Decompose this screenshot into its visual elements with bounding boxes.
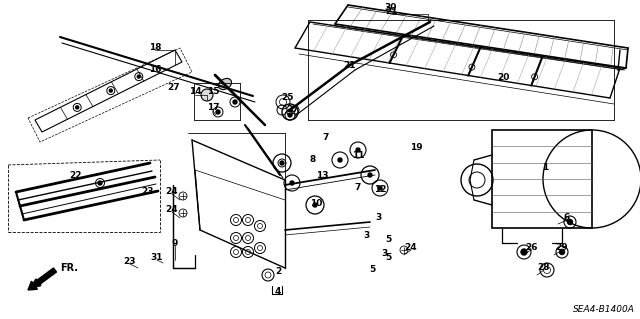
Circle shape xyxy=(338,158,342,162)
Text: SEA4-B1400A: SEA4-B1400A xyxy=(573,305,635,314)
Text: 26: 26 xyxy=(525,243,537,253)
Text: 4: 4 xyxy=(275,286,281,295)
Text: 11: 11 xyxy=(352,151,364,160)
FancyArrow shape xyxy=(28,268,56,290)
Text: 28: 28 xyxy=(538,263,550,272)
Text: 1: 1 xyxy=(542,164,548,173)
Text: 14: 14 xyxy=(189,87,202,97)
Circle shape xyxy=(76,106,79,109)
Circle shape xyxy=(313,203,317,207)
Text: 27: 27 xyxy=(168,84,180,93)
Bar xyxy=(492,130,592,228)
Circle shape xyxy=(109,89,112,92)
Text: 24: 24 xyxy=(166,205,179,214)
Text: 30: 30 xyxy=(385,4,397,12)
Circle shape xyxy=(138,75,140,78)
Text: 23: 23 xyxy=(124,257,136,266)
Text: 3: 3 xyxy=(363,231,369,240)
Circle shape xyxy=(201,89,213,101)
Circle shape xyxy=(216,110,220,114)
Text: 21: 21 xyxy=(344,61,356,70)
Text: 10: 10 xyxy=(310,199,322,209)
Text: 13: 13 xyxy=(316,170,328,180)
Text: 31: 31 xyxy=(151,254,163,263)
Circle shape xyxy=(233,100,237,104)
Text: 5: 5 xyxy=(385,235,391,244)
Text: 27: 27 xyxy=(287,106,300,115)
Text: 21: 21 xyxy=(385,8,397,17)
Circle shape xyxy=(368,173,372,177)
Circle shape xyxy=(378,186,382,190)
Text: 3: 3 xyxy=(375,213,381,222)
Circle shape xyxy=(521,249,527,255)
Text: 9: 9 xyxy=(172,240,178,249)
Ellipse shape xyxy=(218,78,232,90)
Text: 18: 18 xyxy=(148,42,161,51)
Circle shape xyxy=(568,219,573,225)
Text: 5: 5 xyxy=(369,265,375,275)
Text: 23: 23 xyxy=(141,188,154,197)
Circle shape xyxy=(356,148,360,152)
Text: 12: 12 xyxy=(374,186,387,195)
Circle shape xyxy=(290,181,294,185)
Text: 22: 22 xyxy=(68,170,81,180)
Text: 17: 17 xyxy=(207,103,220,113)
Text: 7: 7 xyxy=(323,133,329,143)
Circle shape xyxy=(288,113,292,117)
Text: 24: 24 xyxy=(404,243,417,253)
Circle shape xyxy=(280,161,284,165)
Circle shape xyxy=(98,181,102,185)
Text: 16: 16 xyxy=(148,65,161,75)
Text: 25: 25 xyxy=(282,93,294,101)
Circle shape xyxy=(559,249,564,255)
Text: 20: 20 xyxy=(497,73,509,83)
Text: FR.: FR. xyxy=(60,263,78,273)
Text: 15: 15 xyxy=(207,87,220,97)
Text: 2: 2 xyxy=(275,268,281,277)
Text: 6: 6 xyxy=(564,213,570,222)
Text: 8: 8 xyxy=(310,155,316,165)
Text: 3: 3 xyxy=(381,249,387,257)
Text: 24: 24 xyxy=(166,188,179,197)
Text: 5: 5 xyxy=(385,253,391,262)
Text: 29: 29 xyxy=(556,243,568,253)
Text: 7: 7 xyxy=(355,183,361,192)
Text: 19: 19 xyxy=(410,144,422,152)
